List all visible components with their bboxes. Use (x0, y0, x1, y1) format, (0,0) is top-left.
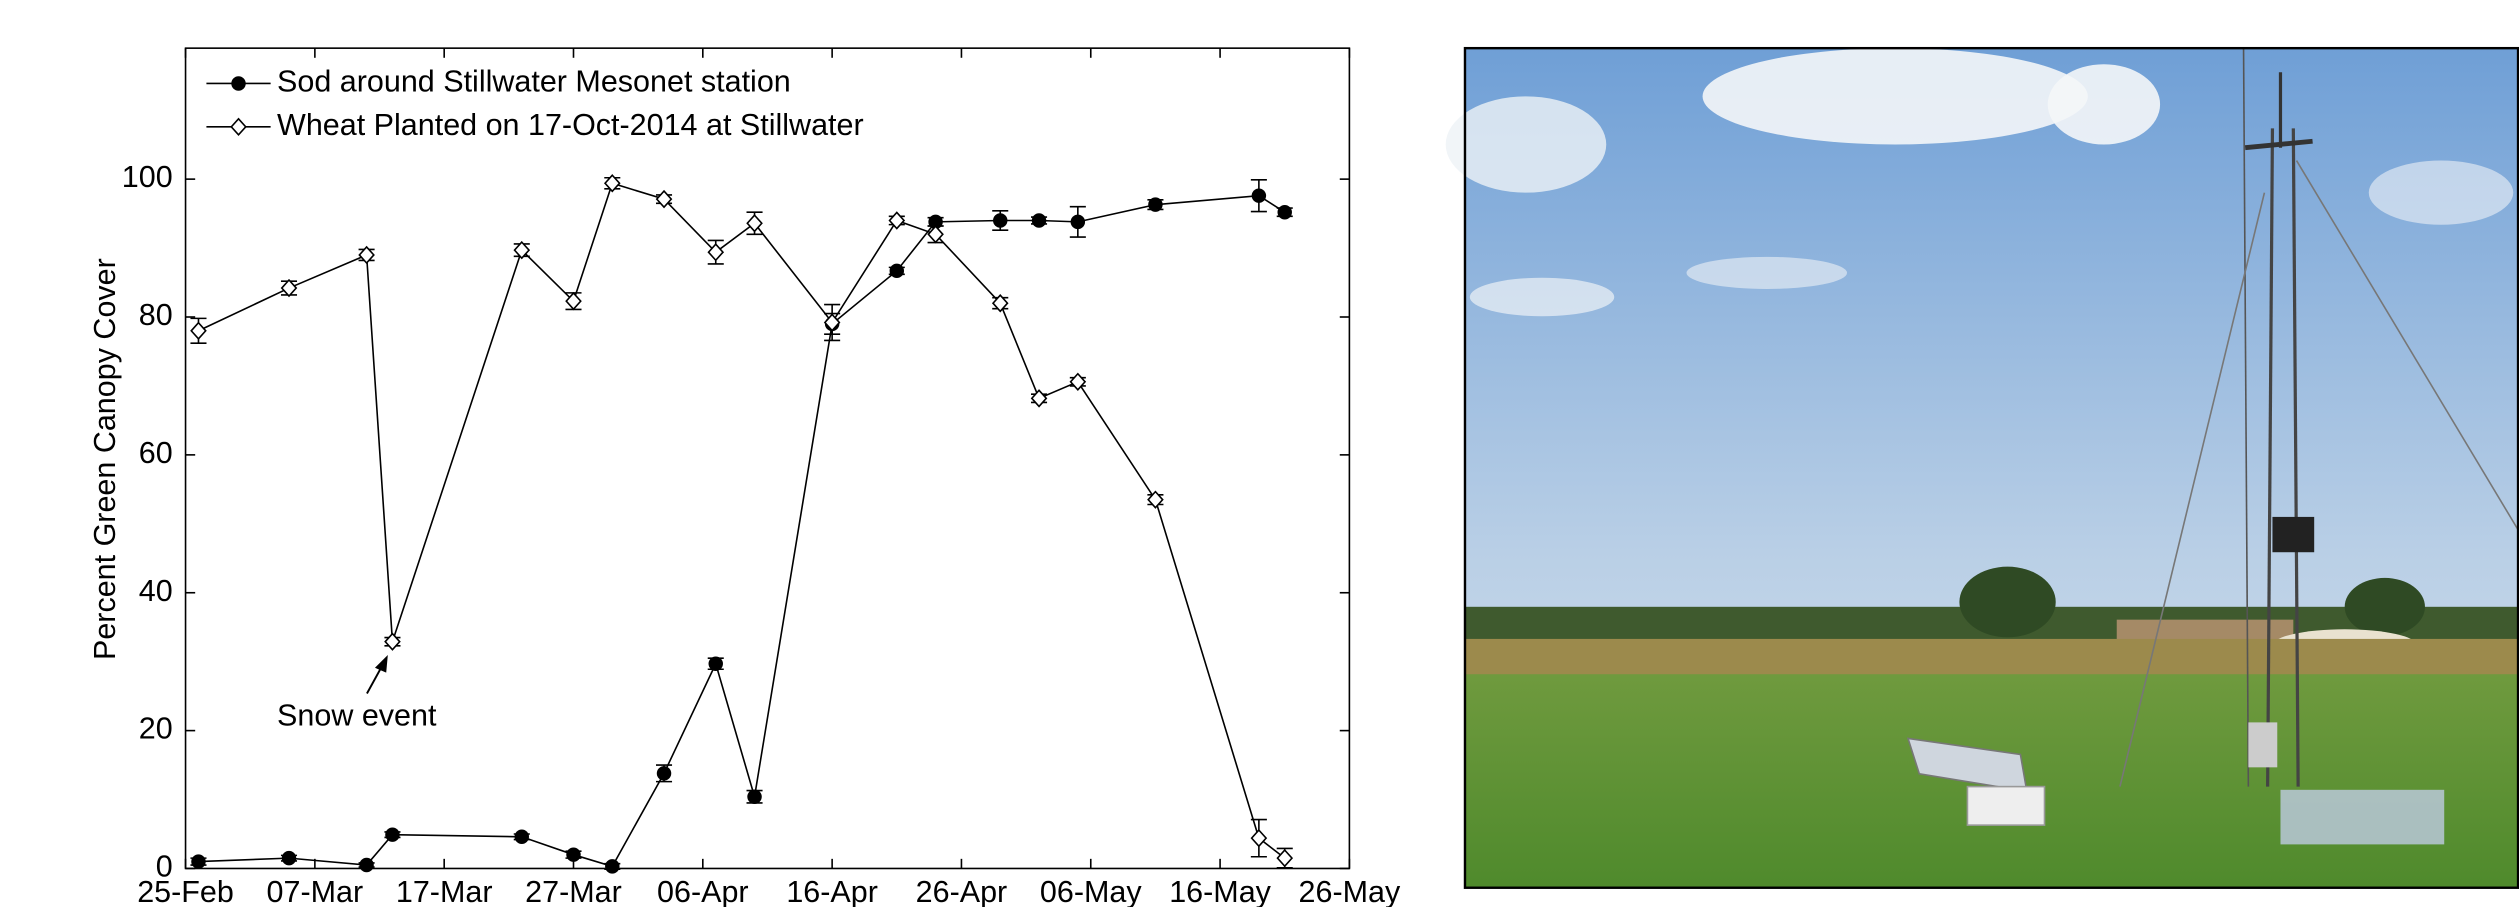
x-tick-label: 26-May (1299, 875, 1401, 907)
marker (993, 213, 1008, 228)
marker (746, 214, 763, 233)
marker (513, 240, 531, 260)
x-tick-label: 16-May (1169, 875, 1271, 907)
marker (747, 789, 762, 805)
marker (1069, 372, 1087, 392)
series-line (198, 194, 1286, 868)
marker (514, 829, 529, 844)
y-tick-label: 60 (139, 436, 173, 470)
annotation-arrowhead (374, 654, 388, 673)
y-tick-label: 0 (156, 850, 173, 884)
marker (190, 321, 207, 341)
legend-label: Wheat Planted on 17-Oct-2014 at Stillwat… (277, 108, 864, 142)
y-tick-label: 80 (139, 298, 173, 332)
marker (280, 278, 298, 298)
x-tick-label: 06-Apr (657, 875, 749, 907)
marker (385, 827, 400, 842)
legend-marker (230, 117, 247, 137)
marker (1070, 214, 1086, 230)
marker (1031, 213, 1047, 228)
x-tick-label: 16-Apr (786, 875, 878, 907)
marker (384, 632, 401, 651)
marker (358, 245, 375, 265)
marker (889, 263, 905, 279)
marker (191, 854, 206, 869)
marker (707, 242, 725, 262)
series-line (198, 182, 1286, 859)
annotation: Snow event (277, 699, 437, 733)
plot-frame (184, 47, 1351, 870)
marker (1277, 204, 1292, 220)
marker (823, 313, 841, 332)
legend-marker (231, 76, 246, 91)
marker (927, 225, 944, 244)
y-tick-label: 40 (139, 574, 173, 608)
marker (565, 291, 582, 311)
marker (1276, 848, 1294, 868)
legend-label: Sod around Stillwater Mesonet station (277, 65, 791, 99)
marker (708, 656, 723, 671)
marker (1251, 188, 1267, 203)
marker (566, 847, 581, 862)
x-tick-label: 07-Mar (267, 875, 364, 907)
marker (281, 850, 297, 866)
marker (359, 857, 374, 873)
marker (1148, 197, 1163, 212)
marker (888, 211, 906, 230)
photo-frame (1463, 46, 2519, 889)
marker (605, 859, 620, 874)
marker (1030, 389, 1048, 408)
marker (991, 293, 1009, 313)
x-tick-label: 06-May (1040, 875, 1142, 907)
y-tick-label: 20 (139, 712, 173, 746)
x-tick-label: 17-Mar (396, 875, 493, 907)
y-tick-label: 100 (122, 160, 173, 194)
marker (1250, 828, 1268, 848)
marker (603, 174, 621, 193)
x-tick-label: 26-Apr (916, 875, 1008, 907)
y-axis-label: Percent Green Canopy Cover (88, 258, 122, 660)
marker (655, 189, 673, 209)
x-tick-label: 25-Feb (137, 875, 234, 907)
marker (1147, 490, 1164, 509)
marker (656, 766, 672, 781)
photo (1445, 48, 2519, 888)
x-tick-label: 27-Mar (525, 875, 622, 907)
